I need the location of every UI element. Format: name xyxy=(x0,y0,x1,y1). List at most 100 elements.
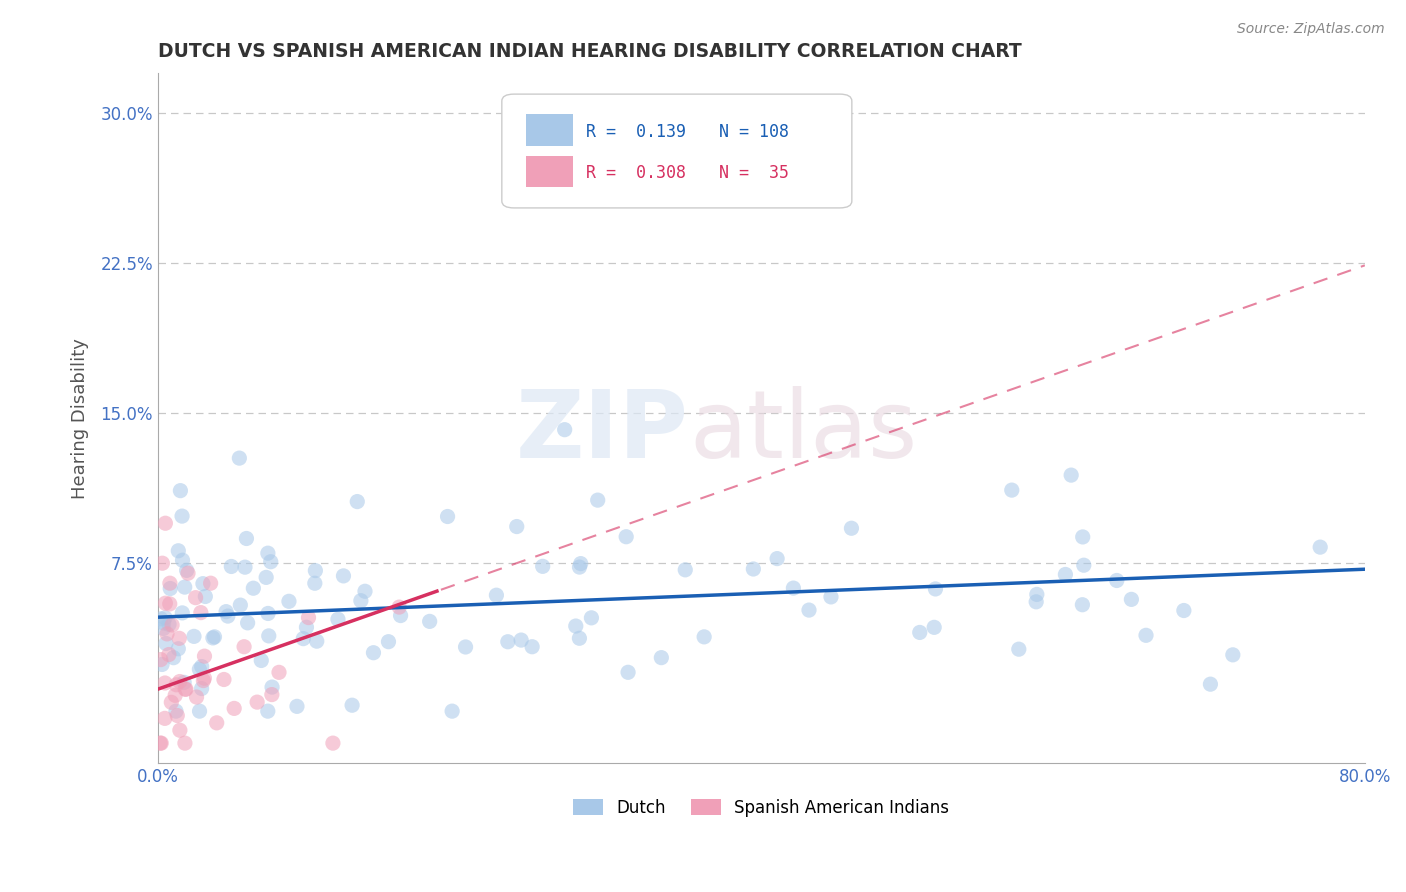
Point xyxy=(304,576,326,591)
Point xyxy=(389,608,412,623)
Point xyxy=(165,689,187,703)
Point xyxy=(205,715,228,730)
Point xyxy=(257,629,280,643)
Point xyxy=(326,612,349,626)
Point xyxy=(221,559,243,574)
Point xyxy=(377,634,399,648)
Legend: Dutch, Spanish American Indians: Dutch, Spanish American Indians xyxy=(567,792,956,824)
Point xyxy=(174,682,197,697)
Point xyxy=(260,555,283,569)
Point xyxy=(506,519,529,533)
Point xyxy=(332,569,354,583)
Point xyxy=(485,588,508,602)
Point xyxy=(149,736,172,750)
FancyBboxPatch shape xyxy=(526,155,574,187)
Point xyxy=(510,633,533,648)
Point xyxy=(693,630,716,644)
Point xyxy=(322,736,344,750)
Point xyxy=(304,564,326,578)
Point xyxy=(246,695,269,709)
Point xyxy=(565,619,588,633)
Point xyxy=(1173,603,1195,617)
Point xyxy=(193,673,215,688)
Point xyxy=(908,625,931,640)
Point xyxy=(1060,468,1083,483)
Point xyxy=(167,641,190,656)
Point xyxy=(346,494,368,508)
Point xyxy=(363,646,385,660)
Point xyxy=(419,615,441,629)
Point xyxy=(441,704,464,718)
Text: R =  0.308: R = 0.308 xyxy=(586,164,686,183)
Point xyxy=(1008,642,1031,657)
Point xyxy=(650,650,672,665)
Point xyxy=(388,600,411,615)
Point xyxy=(766,551,789,566)
Point xyxy=(586,493,609,508)
Point xyxy=(1121,592,1143,607)
Point xyxy=(568,632,591,646)
Point xyxy=(233,560,256,574)
Point xyxy=(169,632,191,646)
Point xyxy=(820,590,842,604)
Point xyxy=(188,662,211,676)
Point xyxy=(354,584,377,599)
Point xyxy=(172,553,194,567)
Point xyxy=(190,659,212,673)
Point xyxy=(170,509,193,524)
Point xyxy=(260,688,283,702)
Point xyxy=(165,678,187,692)
Point xyxy=(188,704,211,718)
Point xyxy=(155,636,177,650)
Point xyxy=(174,736,197,750)
Point xyxy=(152,615,174,630)
Point xyxy=(150,556,173,570)
Point xyxy=(922,620,945,634)
Point xyxy=(1001,483,1024,497)
Text: Source: ZipAtlas.com: Source: ZipAtlas.com xyxy=(1237,22,1385,37)
Point xyxy=(153,611,176,625)
Point xyxy=(554,423,576,437)
Point xyxy=(520,640,543,654)
Text: N =  35: N = 35 xyxy=(718,164,789,183)
Point xyxy=(204,630,226,644)
Point xyxy=(186,690,208,704)
Point xyxy=(193,649,215,664)
Point xyxy=(191,576,214,591)
Text: atlas: atlas xyxy=(689,386,917,478)
Point xyxy=(162,650,184,665)
Point xyxy=(1135,628,1157,642)
Point xyxy=(169,674,191,689)
Text: DUTCH VS SPANISH AMERICAN INDIAN HEARING DISABILITY CORRELATION CHART: DUTCH VS SPANISH AMERICAN INDIAN HEARING… xyxy=(157,42,1022,61)
Point xyxy=(228,451,250,466)
Point xyxy=(229,598,252,612)
Point xyxy=(841,521,863,535)
Point xyxy=(176,563,198,577)
Point xyxy=(568,560,591,574)
Point xyxy=(297,610,319,624)
Point xyxy=(278,594,301,608)
Point xyxy=(150,657,173,672)
Point xyxy=(256,704,278,718)
Point xyxy=(169,723,191,738)
Point xyxy=(194,590,217,604)
Point xyxy=(436,509,458,524)
Point xyxy=(172,606,194,620)
Point xyxy=(1071,598,1094,612)
Point xyxy=(215,605,238,619)
Point xyxy=(165,704,187,718)
Point xyxy=(254,570,277,584)
Point xyxy=(224,701,246,715)
Point xyxy=(150,736,173,750)
Point xyxy=(295,620,318,634)
Point xyxy=(169,483,191,498)
Point xyxy=(173,675,195,690)
Point xyxy=(149,612,172,626)
Point xyxy=(257,607,280,621)
Point xyxy=(782,581,804,595)
Point xyxy=(803,166,825,180)
Text: N = 108: N = 108 xyxy=(718,123,789,141)
Point xyxy=(1025,595,1047,609)
Point xyxy=(155,596,177,610)
Point xyxy=(233,640,256,654)
